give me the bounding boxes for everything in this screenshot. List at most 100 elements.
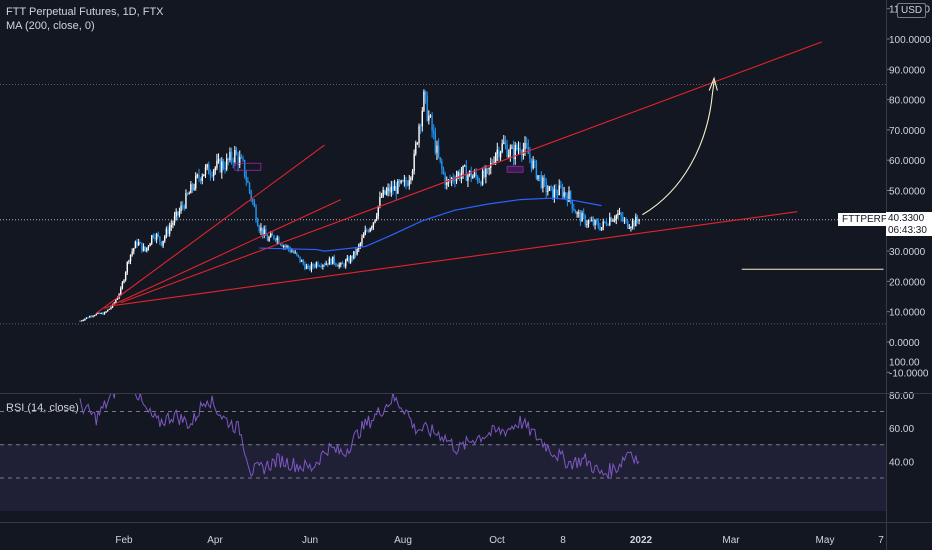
candle-body bbox=[494, 153, 497, 163]
ma-legend[interactable]: MA (200, close, 0) bbox=[6, 20, 95, 32]
price-tick-label: -10.0000 bbox=[889, 368, 929, 379]
candle-body bbox=[353, 251, 355, 259]
candle-body bbox=[501, 143, 503, 152]
candle-body bbox=[126, 262, 128, 273]
candle-body bbox=[421, 110, 423, 126]
candle-body bbox=[245, 176, 247, 181]
candle-body bbox=[178, 211, 181, 216]
candle-body bbox=[327, 263, 329, 265]
candle-body bbox=[630, 227, 632, 229]
candle-body bbox=[477, 176, 479, 182]
candle-body bbox=[548, 186, 551, 191]
candle-body bbox=[555, 189, 557, 195]
candle-body bbox=[592, 220, 595, 226]
candle-body bbox=[522, 149, 525, 156]
price-tick-label: 10.0000 bbox=[889, 308, 926, 319]
candle-body bbox=[304, 263, 306, 269]
candle-body bbox=[499, 151, 502, 158]
candle-body bbox=[550, 186, 552, 188]
candle-body bbox=[405, 180, 407, 185]
candle-body bbox=[276, 237, 278, 241]
candle-body bbox=[446, 181, 448, 185]
symbol-title[interactable]: FTT Perpetual Futures, 1D, FTX bbox=[6, 6, 164, 18]
candle-body bbox=[406, 184, 409, 186]
ma-200-line[interactable] bbox=[259, 197, 602, 252]
candle-body bbox=[415, 143, 417, 154]
candle-body bbox=[98, 312, 101, 314]
candle-body bbox=[635, 216, 637, 227]
candle-body bbox=[454, 180, 456, 182]
trendline[interactable] bbox=[120, 41, 822, 304]
candle-body bbox=[206, 164, 208, 168]
currency-label[interactable]: USD bbox=[897, 3, 927, 18]
candle-body bbox=[369, 228, 371, 232]
candle-body bbox=[121, 282, 124, 289]
candle-body bbox=[128, 260, 130, 263]
candle-body bbox=[433, 130, 435, 134]
trendline[interactable] bbox=[104, 199, 342, 310]
candle-body bbox=[105, 311, 107, 313]
rectangle-drawing[interactable] bbox=[234, 162, 262, 171]
candle-body bbox=[274, 238, 277, 241]
candle-body bbox=[124, 272, 127, 280]
candle-body bbox=[221, 161, 223, 173]
candle-body bbox=[437, 145, 440, 158]
rsi-legend[interactable]: RSI (14, close) bbox=[6, 402, 79, 414]
candle-body bbox=[284, 245, 287, 247]
candle-body bbox=[636, 216, 639, 221]
candle-body bbox=[565, 192, 567, 196]
time-tick-label: Jun bbox=[302, 535, 318, 546]
candle-body bbox=[270, 233, 272, 238]
candle-body bbox=[214, 167, 216, 171]
candle-body bbox=[133, 248, 135, 252]
time-tick-label: 2022 bbox=[630, 535, 653, 546]
candle-body bbox=[507, 154, 510, 157]
candle-body bbox=[188, 193, 190, 195]
candle-body bbox=[278, 237, 280, 244]
candle-body bbox=[287, 246, 290, 249]
candle-body bbox=[340, 263, 342, 265]
trendline[interactable] bbox=[112, 211, 798, 307]
candle-body bbox=[139, 242, 142, 244]
candle-body bbox=[441, 160, 443, 169]
candle-body bbox=[384, 189, 386, 195]
candle-body bbox=[534, 160, 536, 162]
candle-body bbox=[472, 176, 474, 179]
rectangle-drawing[interactable] bbox=[506, 165, 524, 173]
candle-body bbox=[530, 158, 533, 169]
candle-body bbox=[338, 264, 340, 267]
candle-body bbox=[517, 148, 520, 150]
candle-body bbox=[579, 212, 582, 222]
candle-body bbox=[356, 248, 358, 255]
candle-body bbox=[392, 186, 394, 191]
candle-body bbox=[203, 174, 205, 177]
trendline[interactable] bbox=[95, 144, 325, 314]
candle-body bbox=[436, 145, 438, 153]
candle-body bbox=[281, 244, 283, 247]
candle-body bbox=[403, 180, 406, 182]
candle-body bbox=[79, 320, 81, 322]
candle-body bbox=[201, 176, 203, 181]
candle-body bbox=[390, 186, 393, 193]
candle-body bbox=[411, 171, 414, 178]
candle-body bbox=[558, 185, 560, 195]
candle-body bbox=[540, 175, 542, 188]
candle-body bbox=[613, 219, 616, 221]
candle-body bbox=[610, 217, 613, 222]
candle-body bbox=[198, 174, 200, 179]
candle-body bbox=[568, 191, 570, 202]
candle-body bbox=[638, 219, 640, 221]
rsi-tick-label: 100.00 bbox=[889, 358, 920, 369]
candle-body bbox=[168, 226, 171, 234]
projection-arrow[interactable] bbox=[642, 81, 715, 216]
candle-body bbox=[235, 150, 238, 155]
candle-body bbox=[193, 188, 195, 190]
price-tick-label: 30.0000 bbox=[889, 247, 926, 258]
candle-body bbox=[180, 205, 182, 212]
candle-body bbox=[600, 227, 603, 231]
candle-body bbox=[467, 174, 469, 181]
candle-body bbox=[344, 260, 347, 267]
rsi-line[interactable] bbox=[79, 373, 640, 479]
candle-body bbox=[589, 220, 591, 222]
